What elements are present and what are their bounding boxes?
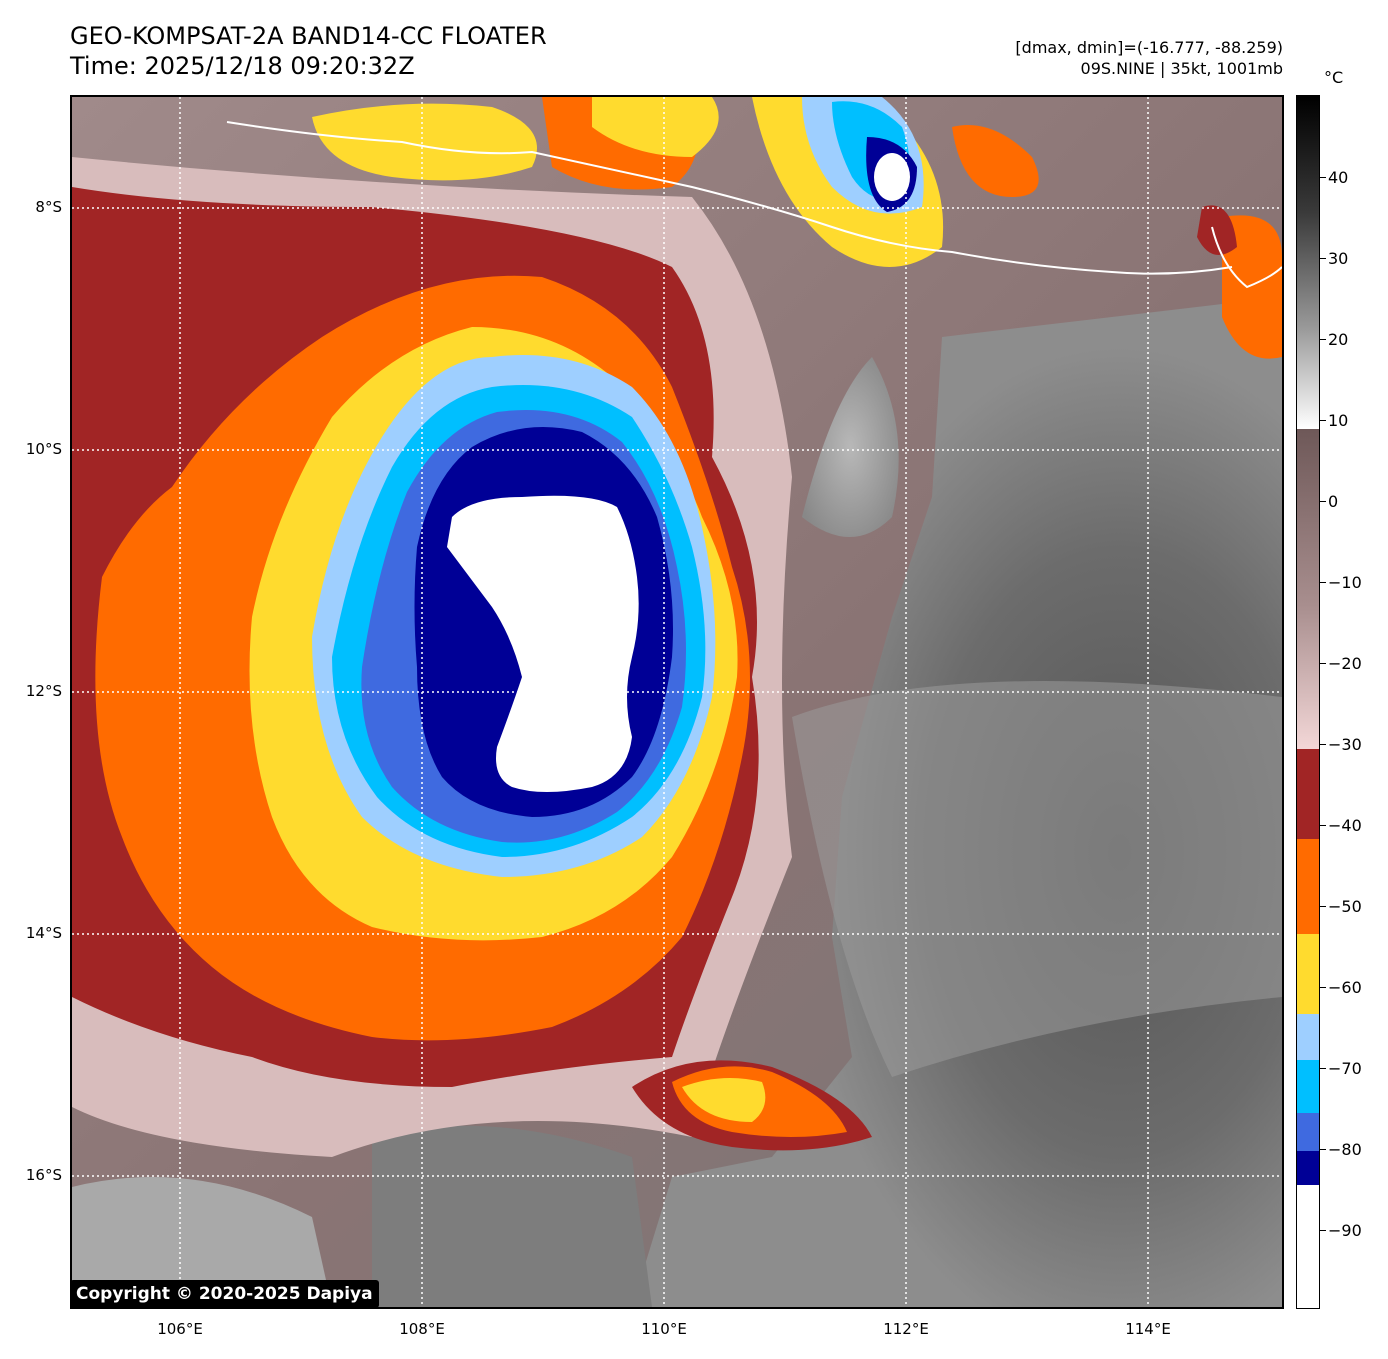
colorbar-label-minus70: −70 (1328, 1059, 1362, 1078)
colorbar-label-minus80: −80 (1328, 1140, 1362, 1159)
colorbar-label-0: 0 (1328, 492, 1339, 511)
low-cloud-region (792, 681, 1282, 1077)
east-red-patch (1197, 205, 1237, 255)
south-yellow-band (682, 1078, 766, 1122)
colorbar-label-20: 20 (1328, 330, 1349, 349)
white-core (447, 495, 639, 792)
colorbar-navy-segment (1297, 1151, 1319, 1185)
colorbar-label-30: 30 (1328, 249, 1349, 268)
grid-lines (72, 97, 1282, 1307)
colorbar-label-minus50: −50 (1328, 897, 1362, 916)
title-time: Time: 2025/12/18 09:20:32Z (70, 52, 415, 80)
satellite-map (70, 95, 1284, 1309)
colorbar-label-minus30: −30 (1328, 735, 1362, 754)
info-dmax-dmin: [dmax, dmin]=(-16.777, -88.259) (1015, 38, 1283, 57)
java-coastline (226, 121, 1233, 275)
colorbar-label-minus40: −40 (1328, 816, 1362, 835)
lon-label-110e: 110°E (641, 1320, 687, 1338)
gray-cloud-patch (802, 357, 899, 537)
colorbar-warm-segment (1297, 429, 1319, 749)
map-imagery (72, 97, 1282, 1307)
lat-label-8s: 8°S (35, 198, 62, 216)
ne-white-core (874, 153, 910, 201)
south-gray-region (372, 1125, 652, 1307)
lon-label-112e: 112°E (883, 1320, 929, 1338)
lat-label-14s: 14°S (25, 924, 62, 942)
colorbar-light-blue-segment (1297, 1014, 1319, 1060)
lat-label-16s: 16°S (25, 1166, 62, 1184)
bali-coastline (1211, 226, 1282, 289)
colorbar-orange-segment (1297, 839, 1319, 934)
colorbar-dark-red-segment (1297, 749, 1319, 839)
ne-orange-patch (952, 125, 1039, 197)
north-yellow-cluster (312, 103, 537, 181)
lon-label-114e: 114°E (1125, 1320, 1171, 1338)
east-orange-patch (1222, 215, 1282, 359)
north-yellow-cluster-2 (592, 97, 719, 157)
colorbar-cyan-segment (1297, 1060, 1319, 1113)
colorbar (1296, 95, 1320, 1309)
colorbar-white-segment (1297, 1185, 1319, 1308)
lon-label-108e: 108°E (399, 1320, 445, 1338)
copyright-label: Copyright © 2020-2025 Dapiya (70, 1280, 379, 1308)
colorbar-unit: °C (1324, 68, 1344, 87)
southwest-gray-region (72, 1177, 332, 1307)
colorbar-yellow-segment (1297, 934, 1319, 1014)
lat-label-10s: 10°S (25, 440, 62, 458)
info-storm: 09S.NINE | 35kt, 1001mb (1080, 59, 1283, 78)
lon-label-106e: 106°E (157, 1320, 203, 1338)
colorbar-label-40: 40 (1328, 168, 1349, 187)
colorbar-label-minus20: −20 (1328, 654, 1362, 673)
colorbar-label-10: 10 (1328, 411, 1349, 430)
colorbar-label-minus10: −10 (1328, 573, 1362, 592)
colorbar-grayscale-segment (1297, 96, 1319, 429)
colorbar-label-minus90: −90 (1328, 1221, 1362, 1240)
colorbar-royal-blue-segment (1297, 1113, 1319, 1151)
title-satellite: GEO-KOMPSAT-2A BAND14-CC FLOATER (70, 22, 547, 50)
colorbar-label-minus60: −60 (1328, 978, 1362, 997)
lat-label-12s: 12°S (25, 682, 62, 700)
